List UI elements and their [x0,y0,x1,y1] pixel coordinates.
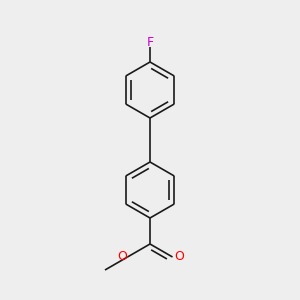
Text: F: F [146,35,154,49]
Text: O: O [118,250,128,263]
Text: O: O [175,250,184,263]
